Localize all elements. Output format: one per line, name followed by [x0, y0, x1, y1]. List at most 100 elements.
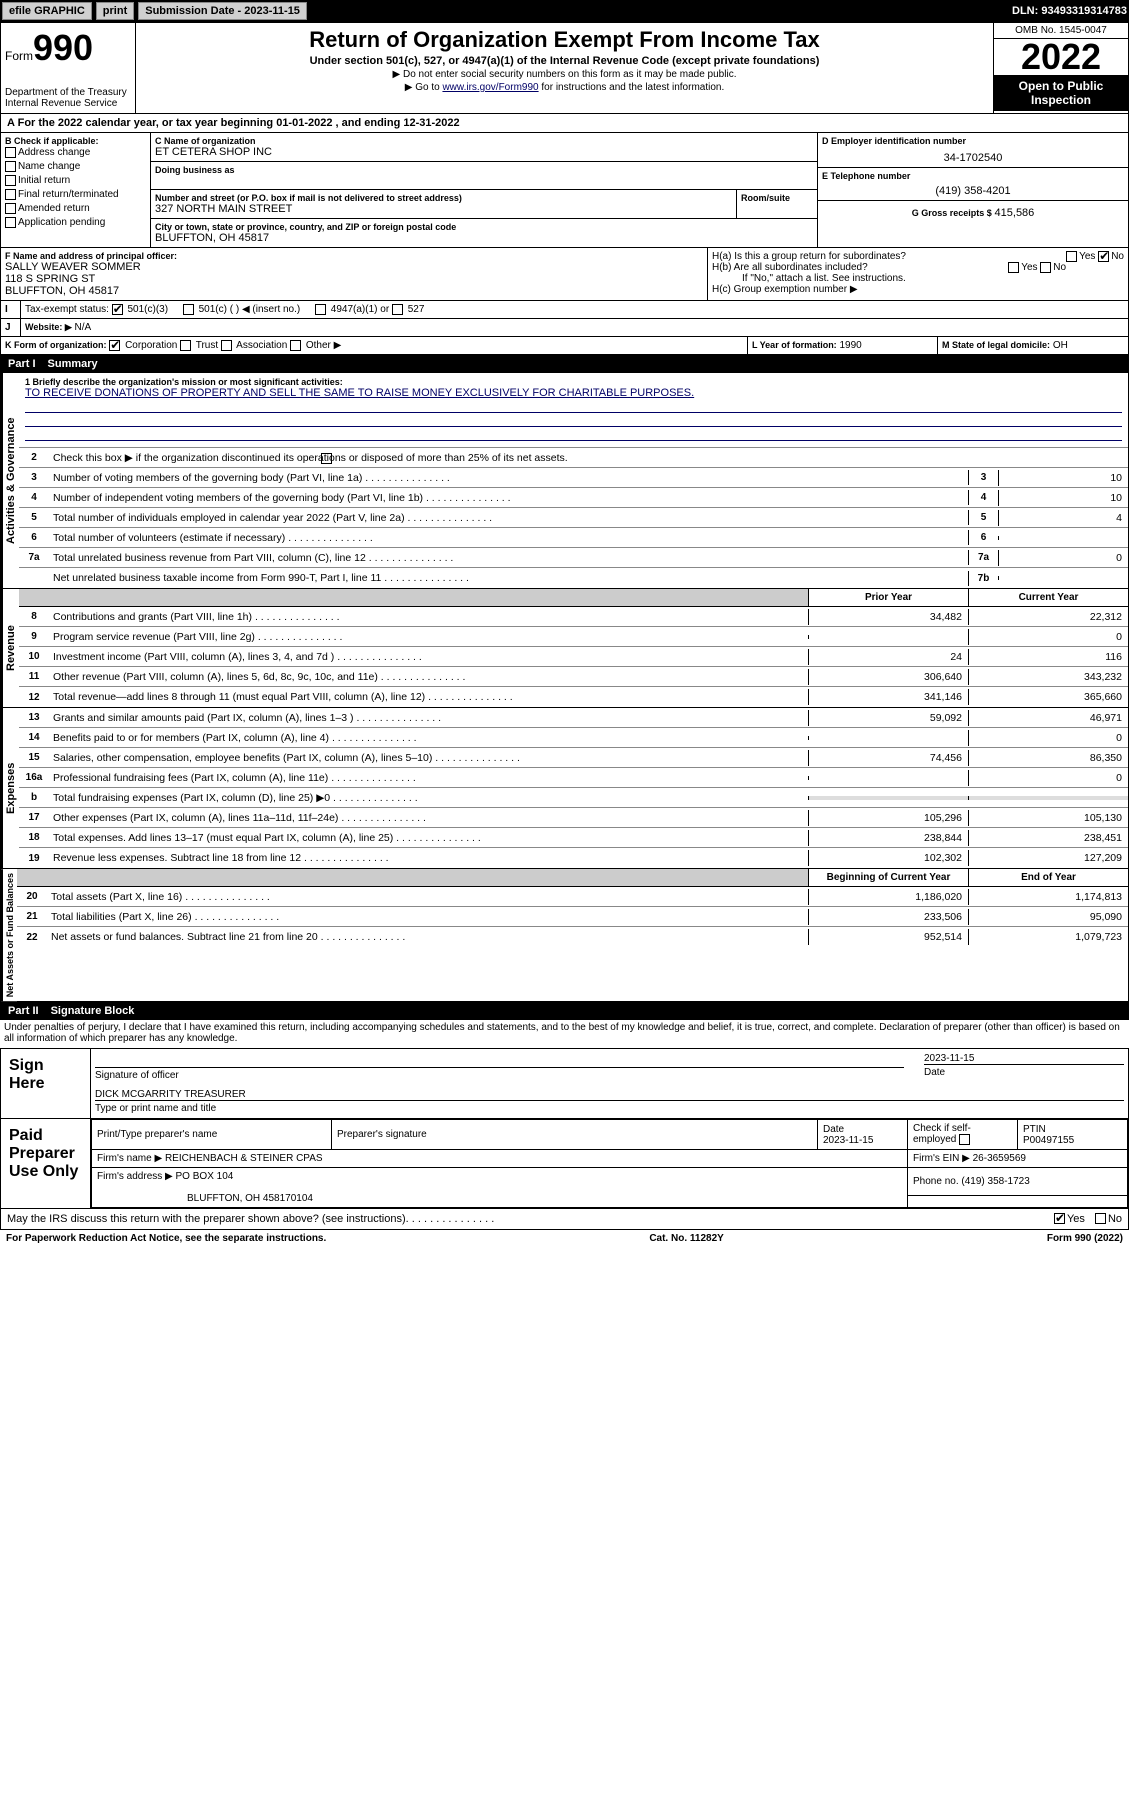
- ein-value: 34-1702540: [822, 152, 1124, 164]
- signature-block: Sign Here Signature of officer 2023-11-1…: [0, 1048, 1129, 1208]
- room-label: Room/suite: [741, 193, 813, 203]
- tax-year-line: A For the 2022 calendar year, or tax yea…: [0, 114, 1129, 133]
- h-b: H(b) Are all subordinates included? Yes …: [712, 262, 1124, 273]
- form-number: Form990: [5, 27, 131, 69]
- prior-year-hdr: Prior Year: [808, 589, 968, 606]
- chk-amended[interactable]: Amended return: [5, 202, 146, 216]
- org-name-label: C Name of organization: [155, 136, 813, 146]
- city-value: BLUFFTON, OH 45817: [155, 232, 813, 244]
- section-b: B Check if applicable: Address change Na…: [1, 133, 151, 247]
- officer-label: F Name and address of principal officer:: [5, 251, 703, 261]
- chk-final[interactable]: Final return/terminated: [5, 188, 146, 202]
- firm-addr1: PO BOX 104: [176, 1171, 234, 1182]
- tax-year: 2022: [994, 39, 1128, 75]
- ein-label: D Employer identification number: [822, 136, 1124, 146]
- revenue-section: Revenue Prior YearCurrent Year 8Contribu…: [0, 589, 1129, 708]
- chk-discontinued[interactable]: [321, 453, 332, 464]
- form-subtitle: Under section 501(c), 527, or 4947(a)(1)…: [140, 55, 989, 67]
- chk-trust[interactable]: [180, 340, 191, 351]
- discuss-yes[interactable]: [1054, 1213, 1065, 1224]
- chk-501c3[interactable]: [112, 304, 123, 315]
- netassets-section: Net Assets or Fund Balances Beginning of…: [0, 869, 1129, 1002]
- mission-label: 1 Briefly describe the organization's mi…: [25, 377, 1122, 387]
- summary-line: Net unrelated business taxable income fr…: [19, 568, 1128, 588]
- phone-label: E Telephone number: [822, 171, 1124, 181]
- chk-4947[interactable]: [315, 304, 326, 315]
- status-website-row: I Tax-exempt status: 501(c)(3) 501(c) ( …: [0, 301, 1129, 319]
- preparer-table: Print/Type preparer's name Preparer's si…: [91, 1119, 1128, 1207]
- irs-label: Internal Revenue Service: [5, 98, 131, 109]
- side-netassets: Net Assets or Fund Balances: [1, 869, 17, 1001]
- page-footer: For Paperwork Reduction Act Notice, see …: [0, 1230, 1129, 1247]
- end-year-hdr: End of Year: [968, 869, 1128, 886]
- chk-501c[interactable]: [183, 304, 194, 315]
- prep-sig-label: Preparer's signature: [332, 1120, 818, 1149]
- officer-street: 118 S SPRING ST: [5, 273, 703, 285]
- org-name: ET CETERA SHOP INC: [155, 146, 813, 158]
- summary-line: bTotal fundraising expenses (Part IX, co…: [19, 788, 1128, 808]
- goto-note: ▶ Go to www.irs.gov/Form990 for instruct…: [140, 82, 989, 93]
- chk-name[interactable]: Name change: [5, 160, 146, 174]
- h-note: If "No," attach a list. See instructions…: [742, 273, 1124, 284]
- mission-text: TO RECEIVE DONATIONS OF PROPERTY AND SEL…: [25, 387, 1122, 399]
- chk-other[interactable]: [290, 340, 301, 351]
- summary-line: 18Total expenses. Add lines 13–17 (must …: [19, 828, 1128, 848]
- officer-city: BLUFFTON, OH 45817: [5, 285, 703, 297]
- chk-assoc[interactable]: [221, 340, 232, 351]
- city-label: City or town, state or province, country…: [155, 222, 813, 232]
- date-label: Date: [924, 1067, 945, 1078]
- summary-line: 19Revenue less expenses. Subtract line 1…: [19, 848, 1128, 868]
- form-ref: Form 990 (2022): [1047, 1233, 1123, 1244]
- chk-corp[interactable]: [109, 340, 120, 351]
- irs-link[interactable]: www.irs.gov/Form990: [442, 82, 538, 93]
- open-inspection: Open to Public Inspection: [994, 75, 1128, 111]
- summary-line: 8Contributions and grants (Part VIII, li…: [19, 607, 1128, 627]
- begin-year-hdr: Beginning of Current Year: [808, 869, 968, 886]
- chk-527[interactable]: [392, 304, 403, 315]
- print-button[interactable]: print: [96, 2, 134, 20]
- current-year-hdr: Current Year: [968, 589, 1128, 606]
- summary-line: 5Total number of individuals employed in…: [19, 508, 1128, 528]
- summary-line: 10Investment income (Part VIII, column (…: [19, 647, 1128, 667]
- paperwork-notice: For Paperwork Reduction Act Notice, see …: [6, 1233, 326, 1244]
- discuss-no[interactable]: [1095, 1213, 1106, 1224]
- prep-date: 2023-11-15: [823, 1135, 873, 1146]
- dept-label: Department of the Treasury: [5, 87, 131, 98]
- summary-line: 16aProfessional fundraising fees (Part I…: [19, 768, 1128, 788]
- officer-name-title: DICK MCGARRITY TREASURER: [95, 1089, 1124, 1100]
- street-label: Number and street (or P.O. box if mail i…: [155, 193, 732, 203]
- part1-header: Part ISummary: [0, 355, 1129, 373]
- phone-value: (419) 358-4201: [822, 185, 1124, 197]
- summary-line: 17Other expenses (Part IX, column (A), l…: [19, 808, 1128, 828]
- form-header: Form990 Department of the Treasury Inter…: [0, 22, 1129, 114]
- chk-pending[interactable]: Application pending: [5, 216, 146, 230]
- summary-line: 14Benefits paid to or for members (Part …: [19, 728, 1128, 748]
- street-value: 327 NORTH MAIN STREET: [155, 203, 732, 215]
- gross-label: G Gross receipts $: [912, 208, 992, 218]
- form-title: Return of Organization Exempt From Incom…: [140, 27, 989, 53]
- efile-button[interactable]: efile GRAPHIC: [2, 2, 92, 20]
- summary-line: 15Salaries, other compensation, employee…: [19, 748, 1128, 768]
- h-a: H(a) Is this a group return for subordin…: [712, 251, 1124, 262]
- submission-date-button[interactable]: Submission Date - 2023-11-15: [138, 2, 307, 20]
- ptin-value: P00497155: [1023, 1135, 1074, 1146]
- officer-name: SALLY WEAVER SOMMER: [5, 261, 703, 273]
- self-employed-check[interactable]: Check if self-employed: [908, 1120, 1018, 1149]
- firm-name: REICHENBACH & STEINER CPAS: [165, 1153, 323, 1164]
- info-block: B Check if applicable: Address change Na…: [0, 133, 1129, 248]
- tax-status-label: Tax-exempt status:: [25, 304, 109, 315]
- top-toolbar: efile GRAPHIC print Submission Date - 20…: [0, 0, 1129, 22]
- h-c: H(c) Group exemption number ▶: [712, 284, 1124, 295]
- chk-address[interactable]: Address change: [5, 146, 146, 160]
- discuss-row: May the IRS discuss this return with the…: [0, 1209, 1129, 1230]
- summary-line: 13Grants and similar amounts paid (Part …: [19, 708, 1128, 728]
- summary-line: 21Total liabilities (Part X, line 26)233…: [17, 907, 1128, 927]
- summary-line: 6Total number of volunteers (estimate if…: [19, 528, 1128, 548]
- part2-header: Part IISignature Block: [0, 1002, 1129, 1020]
- summary-line: 7aTotal unrelated business revenue from …: [19, 548, 1128, 568]
- summary-line: 11Other revenue (Part VIII, column (A), …: [19, 667, 1128, 687]
- name-title-label: Type or print name and title: [95, 1103, 216, 1114]
- paid-prep-label: Paid Preparer Use Only: [1, 1119, 91, 1207]
- chk-initial[interactable]: Initial return: [5, 174, 146, 188]
- firm-addr2: BLUFFTON, OH 458170104: [187, 1193, 313, 1204]
